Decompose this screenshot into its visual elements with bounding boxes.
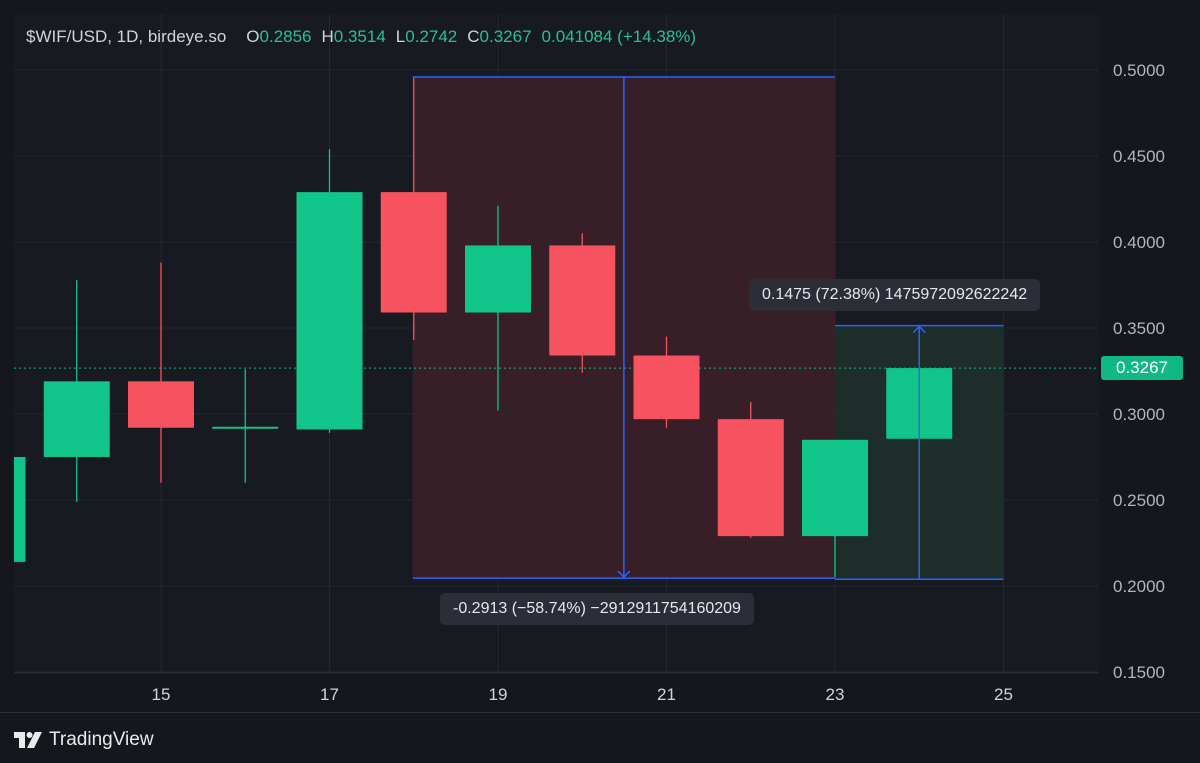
high-value: 0.3514 xyxy=(333,27,386,46)
brand-name: TradingView xyxy=(49,729,154,750)
y-tick-label: 0.3500 xyxy=(1113,319,1165,338)
measure-up-arrowhead xyxy=(912,325,926,334)
low-value: 0.2742 xyxy=(405,27,458,46)
close-label: C xyxy=(467,27,480,46)
candle xyxy=(14,457,26,562)
change-value: 0.041084 (+14.38%) xyxy=(541,27,697,46)
x-tick-label: 21 xyxy=(657,685,676,704)
y-axis-panel xyxy=(1099,14,1200,673)
candle-body xyxy=(14,457,26,562)
symbol-label[interactable]: $WIF/USD, 1D, birdeye.so xyxy=(26,27,227,46)
open-label: O xyxy=(246,27,260,46)
candle-body xyxy=(380,192,447,313)
y-tick-label: 0.1500 xyxy=(1113,663,1165,682)
candle xyxy=(380,76,447,341)
high-label: H xyxy=(321,27,334,46)
y-tick-label: 0.4000 xyxy=(1113,233,1165,252)
candle-body xyxy=(633,355,700,420)
candle xyxy=(717,401,784,538)
low-label: L xyxy=(395,27,406,46)
candle xyxy=(296,149,363,433)
measure-down-label: -0.2913 (−58.74%) −2912911754160209 xyxy=(440,593,754,625)
x-tick-label: 25 xyxy=(994,685,1013,704)
x-axis[interactable]: 15 17 19 21 23 25 xyxy=(152,685,1013,704)
measure-up-label: 0.1475 (72.38%) 1475972092622242 xyxy=(749,279,1041,311)
chart-area[interactable]: 0.5000 0.4500 0.4000 0.3500 0.3000 0.2500 0.20… xyxy=(0,0,1200,712)
y-tick-label: 0.5000 xyxy=(1113,61,1165,80)
current-price-tag: 0.3267 xyxy=(1101,356,1183,380)
measure-lines xyxy=(412,76,1004,581)
tradingview-logo-icon xyxy=(14,732,42,748)
y-axis[interactable]: 0.5000 0.4500 0.4000 0.3500 0.3000 0.2500 0.20… xyxy=(1113,61,1165,682)
candle-body xyxy=(212,426,279,429)
candle xyxy=(43,279,110,502)
measure-down-arrowhead xyxy=(617,570,631,579)
candle xyxy=(802,439,868,578)
candle xyxy=(128,262,194,483)
y-tick-label: 0.2500 xyxy=(1113,491,1165,510)
close-value: 0.3267 xyxy=(479,27,532,46)
open-value: 0.2856 xyxy=(259,27,312,46)
candle-body xyxy=(128,381,194,428)
candle-body xyxy=(549,245,616,356)
ohlc-legend: $WIF/USD, 1D, birdeye.so O 0.2856 H 0.35… xyxy=(26,26,696,48)
x-tick-label: 23 xyxy=(826,685,845,704)
candle xyxy=(212,369,279,483)
candle-body xyxy=(296,192,363,430)
candle-body xyxy=(43,381,110,457)
candle xyxy=(633,336,700,428)
footer: TradingView xyxy=(0,712,1200,763)
candle-body xyxy=(465,245,531,313)
x-tick-label: 17 xyxy=(320,685,339,704)
tradingview-brand[interactable]: TradingView xyxy=(14,728,154,752)
candle-body xyxy=(717,419,784,537)
x-tick-label: 19 xyxy=(489,685,508,704)
x-tick-label: 15 xyxy=(152,685,171,704)
candles xyxy=(14,76,953,578)
candle-body xyxy=(802,439,868,537)
y-tick-label: 0.4500 xyxy=(1113,147,1165,166)
candle xyxy=(549,233,616,373)
y-tick-label: 0.2000 xyxy=(1113,577,1165,596)
y-tick-label: 0.3000 xyxy=(1113,405,1165,424)
candle xyxy=(465,205,531,411)
